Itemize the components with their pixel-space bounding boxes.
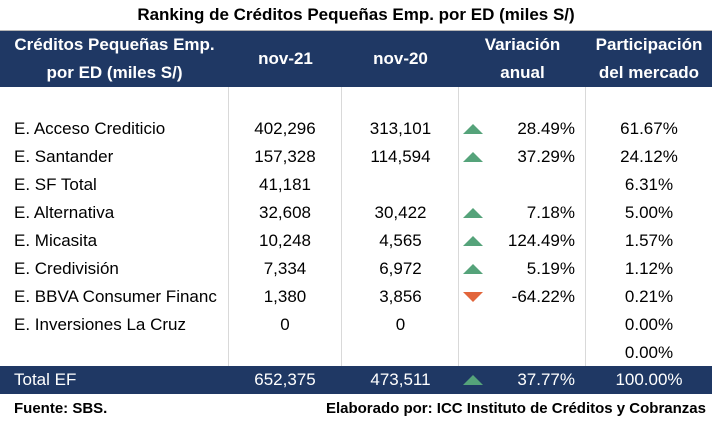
entity-name: E. Santander <box>14 147 114 166</box>
header-nov20: nov-20 <box>342 31 459 87</box>
header-share: Participación del mercado <box>586 31 712 87</box>
total-row: Total EF 652,375 473,511 37.77% 100.00% <box>0 366 712 394</box>
entity-name <box>14 339 228 367</box>
table-row: E. BBVA Consumer Financ 1,380 3,856 -64.22%… <box>0 283 712 311</box>
grid-line <box>228 87 229 366</box>
market-share-value: 0.00% <box>624 343 674 362</box>
market-share-value: 1.12% <box>624 259 674 278</box>
table-header: Créditos Pequeñas Emp. por ED (miles S/)… <box>0 31 712 87</box>
total-nov20: 473,511 <box>370 370 431 389</box>
entity-name: E. SF Total <box>14 175 97 194</box>
value-nov21: 0 <box>280 315 290 334</box>
header-variation: Variación anual <box>459 31 586 87</box>
value-nov21: 157,328 <box>254 147 316 166</box>
header-share-line1: Participación <box>595 35 703 54</box>
table-row: E. SF Total 41,181 6.31% <box>0 171 712 199</box>
value-nov20: 4,565 <box>379 231 422 250</box>
total-variation: 37.77% <box>517 370 575 389</box>
header-variation-line1: Variación <box>484 35 561 54</box>
value-nov21: 402,296 <box>254 119 316 138</box>
header-variation-line2: anual <box>500 63 545 82</box>
value-nov21: 41,181 <box>259 175 311 194</box>
variation-value: 28.49% <box>517 119 575 138</box>
trend-up-icon <box>459 143 487 171</box>
trend-down-icon <box>459 283 487 311</box>
value-nov20 <box>342 171 459 199</box>
market-share-value: 61.67% <box>620 119 678 138</box>
value-nov20: 3,856 <box>379 287 422 306</box>
footer: Fuente: SBS. Elaborado por: ICC Institut… <box>0 396 712 421</box>
market-share-value: 0.00% <box>624 315 674 334</box>
entity-name: E. Micasita <box>14 231 98 250</box>
value-nov20 <box>342 339 459 367</box>
grid-line <box>585 87 586 366</box>
variation-value: 37.29% <box>517 147 575 166</box>
value-nov21: 7,334 <box>263 259 307 278</box>
trend-up-icon <box>459 255 487 283</box>
value-nov20: 114,594 <box>370 147 431 166</box>
trend-up-icon <box>459 227 487 255</box>
table-row: E. Santander 157,328 114,594 37.29% 24.12% <box>0 143 712 171</box>
entity-name: E. Credivisión <box>14 259 119 278</box>
trend-up-icon <box>459 115 487 143</box>
value-nov21: 10,248 <box>259 231 311 250</box>
header-nov21-label: nov-21 <box>258 49 313 68</box>
variation-value: 5.19% <box>526 259 575 278</box>
value-nov21 <box>229 339 341 367</box>
variation-value: 124.49% <box>507 231 575 250</box>
table-row: E. Alternativa 32,608 30,422 7.18% 5.00% <box>0 199 712 227</box>
header-share-line2: del mercado <box>598 63 700 82</box>
variation-value: -64.22% <box>511 287 575 306</box>
total-share: 100.00% <box>615 370 683 389</box>
trend-up-icon <box>459 366 487 394</box>
trend-empty <box>459 311 487 339</box>
grid-line <box>458 87 459 366</box>
elaborated-note: Elaborado por: ICC Instituto de Créditos… <box>325 400 706 417</box>
value-nov21: 1,380 <box>263 287 307 306</box>
header-entity-line2: por ED (miles S/) <box>46 63 183 82</box>
entity-name: E. Inversiones La Cruz <box>14 315 186 334</box>
trend-empty <box>459 339 487 367</box>
table-row: 0.00% <box>0 339 712 367</box>
grid-line <box>341 87 342 366</box>
total-label: Total EF <box>14 370 77 389</box>
table-row: E. Credivisión 7,334 6,972 5.19% 1.12% <box>0 255 712 283</box>
variation-value <box>487 311 575 339</box>
entity-name: E. Acceso Crediticio <box>14 119 166 138</box>
value-nov20: 30,422 <box>374 203 427 222</box>
header-entity-line1: Créditos Pequeñas Emp. <box>14 35 215 54</box>
table-row: E. Micasita 10,248 4,565 124.49% 1.57% <box>0 227 712 255</box>
header-nov20-label: nov-20 <box>373 49 428 68</box>
entity-name: E. BBVA Consumer Financ <box>14 287 217 306</box>
trend-up-icon <box>459 199 487 227</box>
trend-empty <box>459 171 487 199</box>
market-share-value: 1.57% <box>624 231 674 250</box>
market-share-value: 6.31% <box>624 175 674 194</box>
total-nov21: 652,375 <box>254 370 316 389</box>
variation-value <box>487 339 575 367</box>
entity-name: E. Alternativa <box>14 203 115 222</box>
header-nov21: nov-21 <box>229 31 342 87</box>
market-share-value: 0.21% <box>624 287 674 306</box>
table-title: Ranking de Créditos Pequeñas Emp. por ED… <box>0 0 712 31</box>
header-entity: Créditos Pequeñas Emp. por ED (miles S/) <box>0 31 229 87</box>
value-nov21: 32,608 <box>259 203 311 222</box>
value-nov20: 313,101 <box>369 119 432 138</box>
source-note: Fuente: SBS. <box>14 400 108 417</box>
market-share-value: 24.12% <box>620 147 678 166</box>
market-share-value: 5.00% <box>624 203 674 222</box>
value-nov20: 6,972 <box>379 259 422 278</box>
table-row: E. Acceso Crediticio 402,296 313,101 28.49%… <box>0 115 712 143</box>
table-row: E. Inversiones La Cruz 0 0 0.00% <box>0 311 712 339</box>
variation-value <box>487 171 575 199</box>
value-nov20: 0 <box>395 315 406 334</box>
variation-value: 7.18% <box>526 203 575 222</box>
